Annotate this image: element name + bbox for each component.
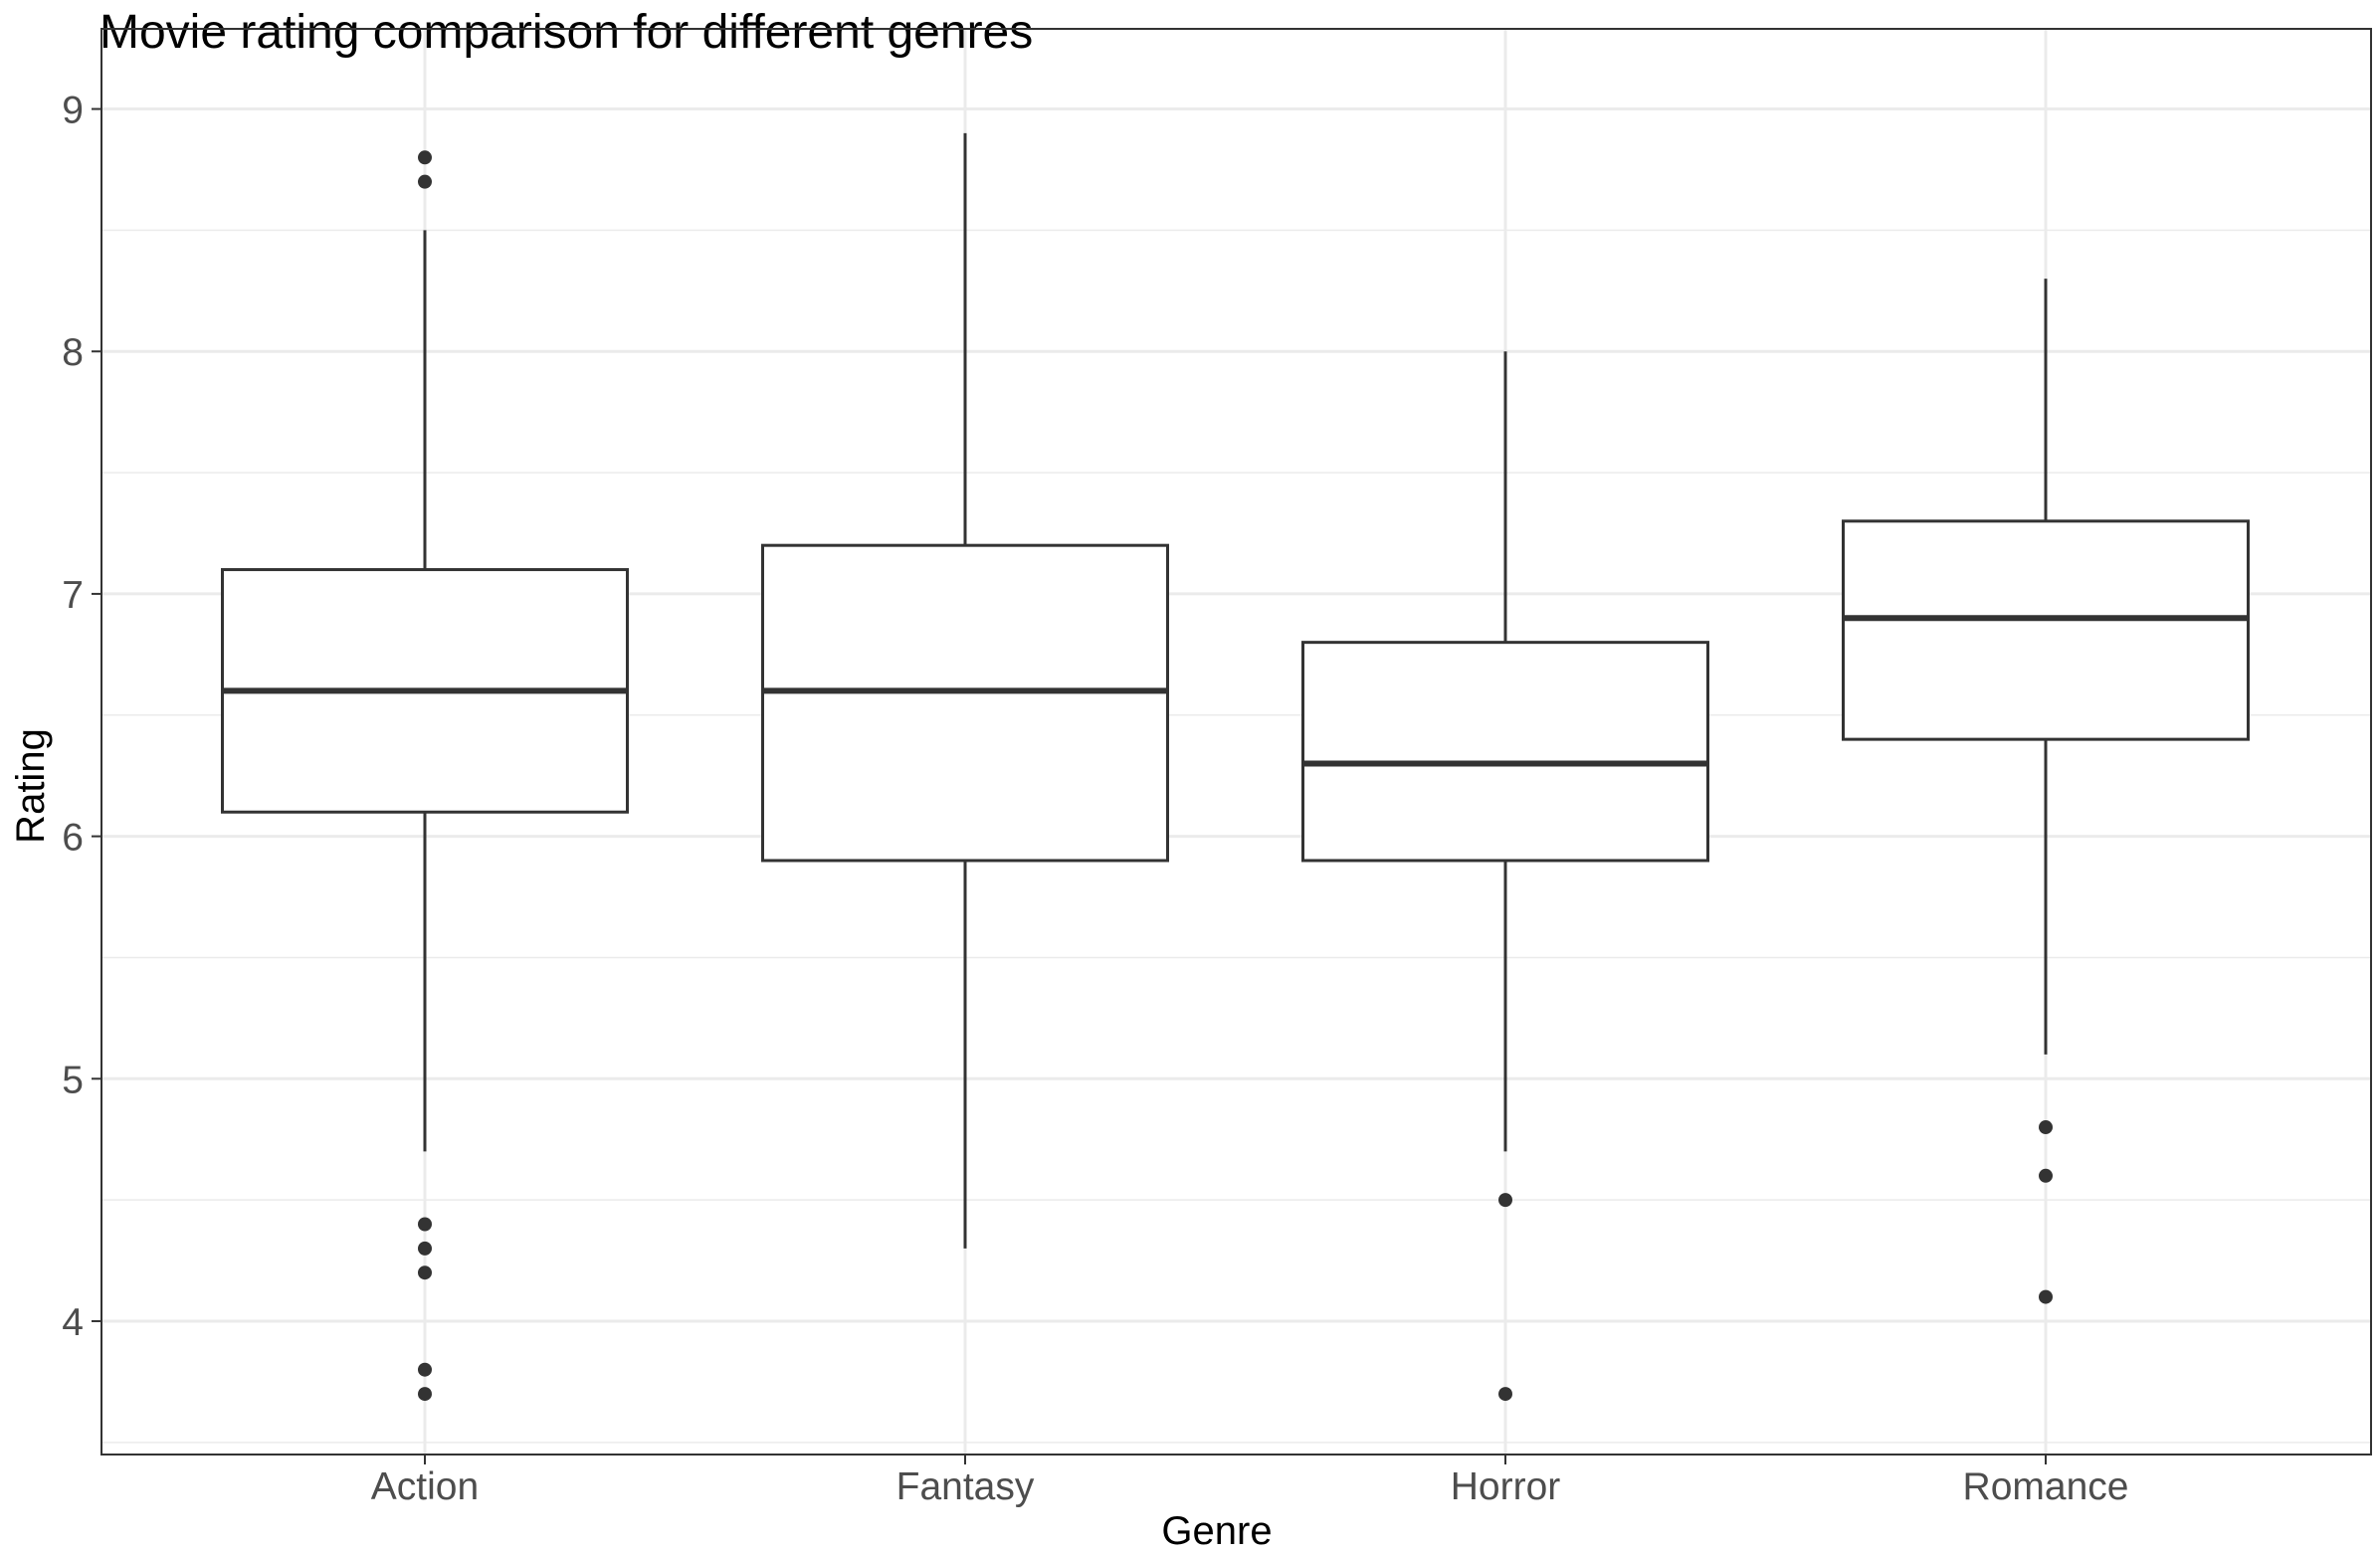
y-tick-label: 9 — [62, 90, 84, 132]
x-tick-label: Romance — [1963, 1465, 2129, 1508]
outlier-point — [418, 1241, 432, 1256]
y-tick-label: 6 — [62, 817, 84, 860]
box-horror — [1301, 351, 1709, 1402]
x-tick-label: Fantasy — [896, 1465, 1035, 1508]
outlier-point — [2039, 1120, 2053, 1135]
x-tick-label: Horror — [1451, 1465, 1561, 1508]
outlier-point — [418, 1387, 432, 1402]
y-tick-label: 5 — [62, 1059, 84, 1101]
box-romance — [1842, 279, 2250, 1304]
x-axis-ticks: Action Fantasy Horror Romance — [371, 1455, 2129, 1508]
y-axis-ticks: 4 5 6 7 8 9 — [62, 90, 101, 1344]
y-axis-title: Rating — [9, 728, 53, 844]
y-tick-label: 8 — [62, 331, 84, 374]
iqr-box — [1301, 641, 1709, 863]
outlier-point — [418, 1217, 432, 1232]
outlier-point — [1498, 1387, 1512, 1402]
y-tick-label: 7 — [62, 574, 84, 617]
iqr-box — [761, 543, 1169, 863]
outlier-point — [2039, 1289, 2053, 1304]
outlier-point — [418, 174, 432, 189]
box-series — [221, 132, 2250, 1402]
x-tick-label: Action — [371, 1465, 479, 1508]
outlier-point — [2039, 1168, 2053, 1183]
outlier-point — [418, 150, 432, 165]
chart-title: Movie rating comparison for different ge… — [99, 6, 1033, 59]
y-tick-label: 4 — [62, 1301, 84, 1344]
outlier-point — [418, 1265, 432, 1280]
box-action — [221, 150, 629, 1402]
outlier-point — [1498, 1193, 1512, 1208]
plot-panel-border — [100, 28, 2372, 1456]
outlier-point — [418, 1362, 432, 1377]
box-fantasy — [761, 132, 1169, 1249]
iqr-box — [1842, 519, 2250, 741]
x-axis-title: Genre — [1161, 1509, 1272, 1553]
